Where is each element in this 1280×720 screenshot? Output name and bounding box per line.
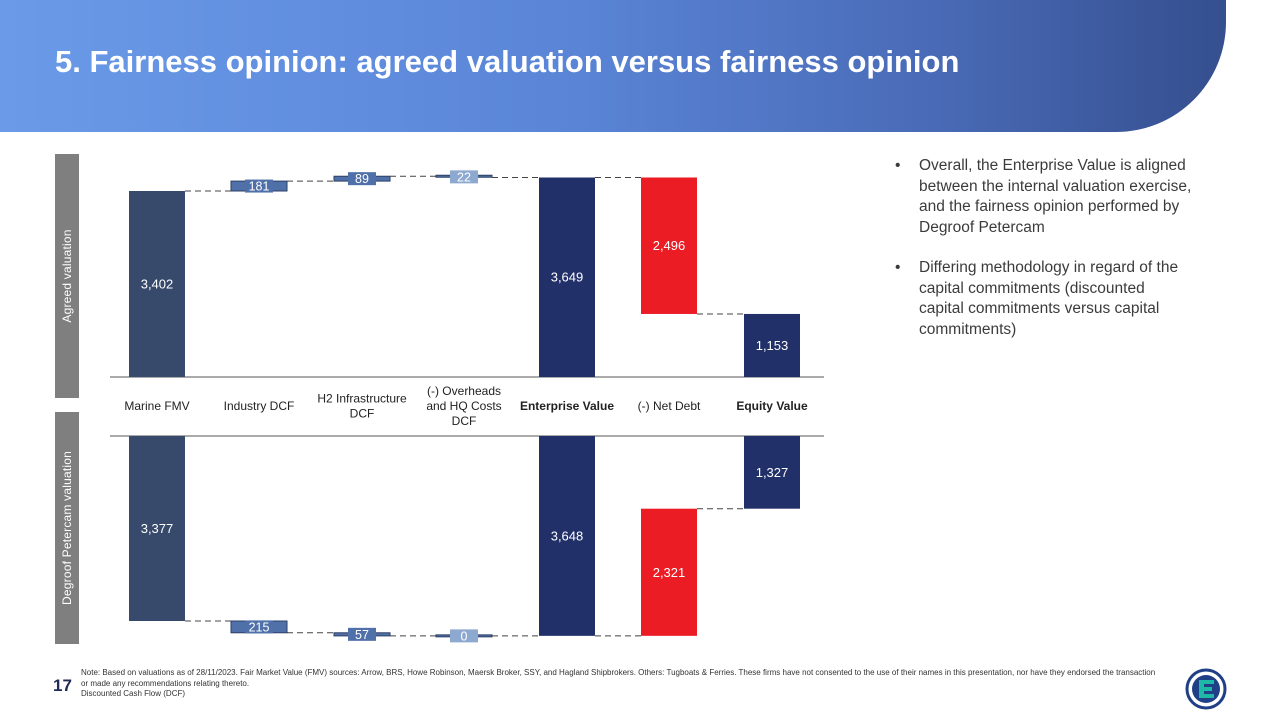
data-label: 2,496 (653, 238, 686, 253)
value-label-box (348, 627, 376, 641)
side-label-degroof: Degroof Petercam valuation (55, 412, 79, 644)
data-label: 181 (249, 180, 270, 194)
waterfall-bar (129, 191, 185, 377)
data-label: 215 (249, 620, 270, 634)
tick-label: Enterprise Value (520, 399, 614, 413)
commentary-bullets: Overall, the Enterprise Value is aligned… (893, 156, 1193, 360)
page-title: 5. Fairness opinion: agreed valuation ve… (55, 44, 960, 79)
data-label: 3,377 (141, 521, 174, 536)
value-label-box (245, 179, 273, 193)
page-number: 17 (53, 676, 72, 695)
data-label: 89 (355, 172, 369, 186)
waterfall-bar (539, 436, 595, 636)
bullet-item: Differing methodology in regard of the c… (893, 258, 1193, 340)
tick-label: Equity Value (736, 399, 808, 413)
data-label: 3,649 (551, 270, 584, 285)
company-logo-icon (1185, 668, 1227, 710)
side-label-agreed: Agreed valuation (55, 154, 79, 398)
data-label: 2,321 (653, 565, 686, 580)
value-label-box (450, 629, 478, 643)
data-label: 1,327 (756, 465, 789, 480)
data-label: 1,153 (756, 338, 789, 353)
value-label-box (348, 172, 376, 186)
data-label: 57 (355, 628, 369, 642)
tick-label: (-) Net Debt (638, 399, 701, 413)
value-label-box (450, 170, 478, 184)
footnote-dcf: Discounted Cash Flow (DCF) (81, 689, 186, 698)
data-label: 0 (461, 629, 468, 643)
value-label-box (245, 620, 273, 634)
tick-label: H2 Infrastructure DCF (317, 392, 407, 421)
footnote: Note: Based on valuations as of 28/11/20… (81, 668, 1161, 700)
waterfall-bar (539, 177, 595, 377)
header-banner: 5. Fairness opinion: agreed valuation ve… (0, 0, 1226, 132)
waterfall-bar (641, 508, 697, 636)
tick-label: Industry DCF (224, 399, 295, 413)
waterfall-bar (744, 436, 800, 509)
tick-label: Marine FMV (124, 399, 189, 413)
data-label: 3,402 (141, 277, 174, 292)
bullet-item: Overall, the Enterprise Value is aligned… (893, 156, 1193, 238)
tick-label: (-) Overheads and HQ Costs DCF (426, 384, 501, 428)
footnote-note: Note: Based on valuations as of 28/11/20… (81, 668, 1156, 688)
waterfall-bar (641, 177, 697, 314)
waterfall-bar (744, 313, 800, 377)
data-label: 3,648 (551, 528, 584, 543)
waterfall-bar (129, 436, 185, 621)
data-label: 22 (457, 170, 471, 184)
